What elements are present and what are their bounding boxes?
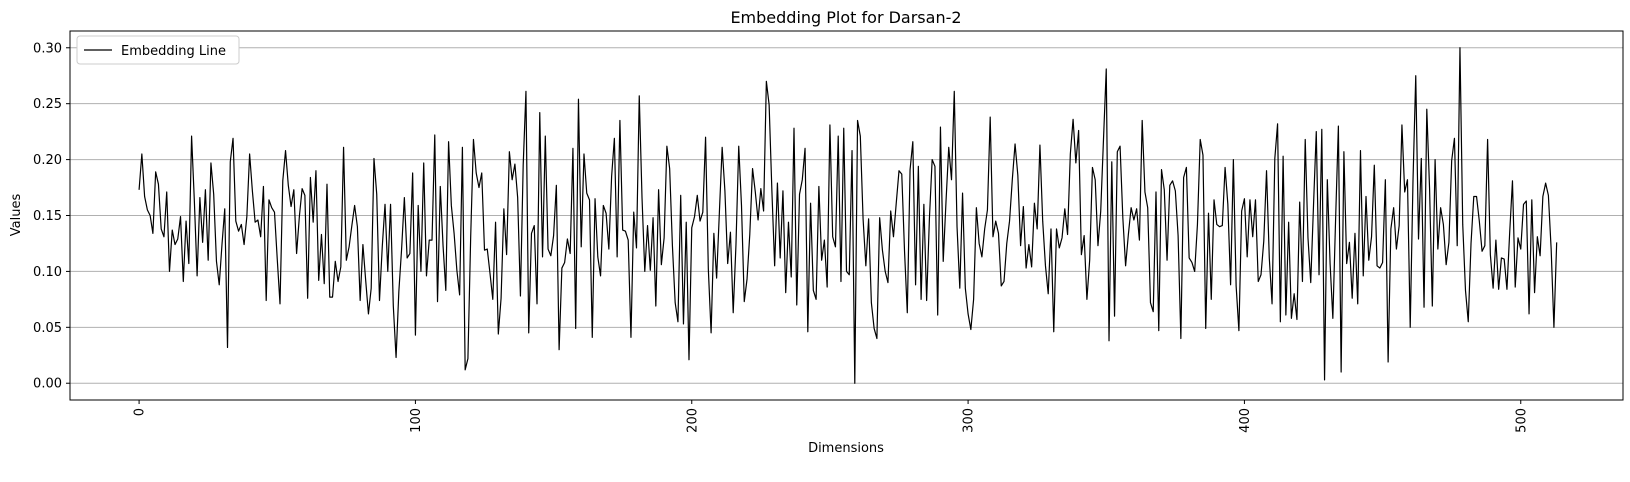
y-axis-label: Values (9, 194, 24, 237)
x-tick-label: 300 (962, 408, 977, 433)
x-tick-label: 0 (133, 408, 148, 416)
y-tick-label: 0.05 (33, 321, 62, 336)
x-tick-label: 200 (685, 408, 700, 433)
x-tick-label: 500 (1514, 408, 1529, 433)
y-tick-label: 0.30 (33, 41, 62, 56)
series-group (138, 47, 1558, 384)
y-tick-label: 0.00 (33, 377, 62, 392)
chart-title: Embedding Plot for Darsan-2 (730, 8, 961, 27)
x-tick-label: 400 (1238, 408, 1253, 433)
legend-label: Embedding Line (121, 44, 226, 59)
y-tick-label: 0.25 (33, 97, 62, 112)
x-axis-ticks: 0 100 200 300 400 500 (133, 400, 1529, 433)
y-axis-ticks: 0.00 0.05 0.10 0.15 0.20 0.25 0.30 (33, 41, 70, 392)
x-axis-label: Dimensions (808, 441, 884, 456)
y-tick-label: 0.10 (33, 265, 62, 280)
series-line-embedding (138, 47, 1558, 384)
y-tick-label: 0.15 (33, 209, 62, 224)
y-tick-label: 0.20 (33, 153, 62, 168)
x-tick-label: 100 (409, 408, 424, 433)
legend-box (76, 35, 240, 65)
legend: Embedding Line (76, 35, 240, 65)
